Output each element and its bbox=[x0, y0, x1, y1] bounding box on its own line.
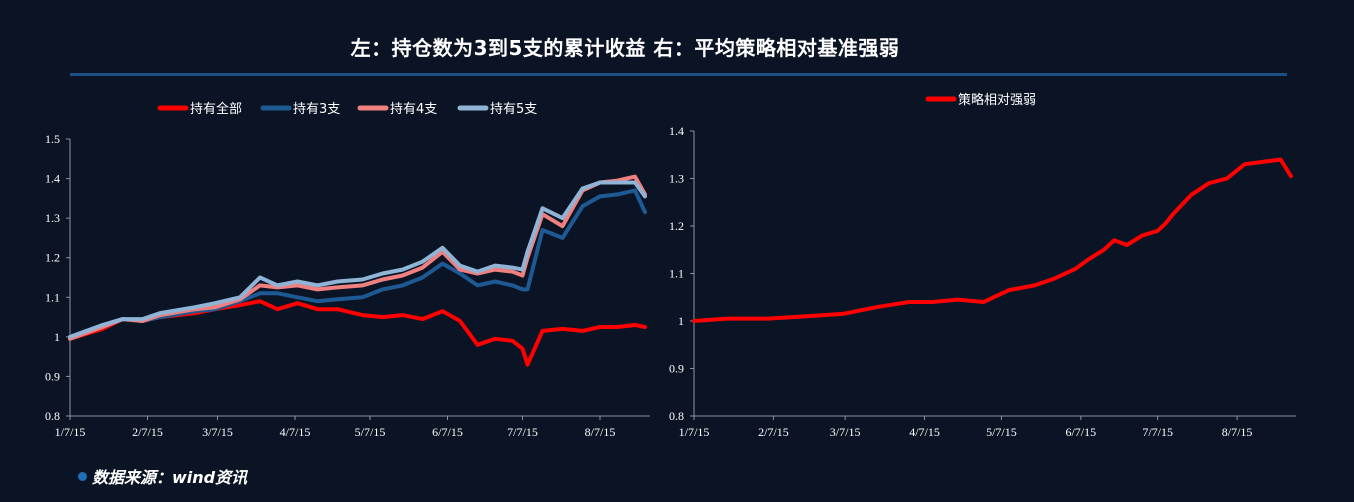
y-tick-label: 1.1 bbox=[669, 267, 684, 281]
cumulative-return-chart: 0.8 0.9 1 1.1 1.2 1.3 1.4 1.5 1/7/15 2/7/15 3/7/15… bbox=[45, 101, 650, 439]
x-tick-label: 8/7/15 bbox=[585, 425, 616, 439]
series-line-1 bbox=[692, 157, 1293, 323]
y-tick-label: 1.2 bbox=[45, 251, 60, 265]
y-tick-label: 1 bbox=[54, 330, 60, 344]
x-tick-label: 4/7/15 bbox=[909, 425, 940, 439]
y-tick-label: 0.8 bbox=[669, 409, 684, 423]
y-tick-label: 1.5 bbox=[45, 132, 60, 146]
y-tick-label: 0.9 bbox=[45, 369, 60, 383]
legend-label: 持有全部 bbox=[190, 101, 242, 117]
source-note: 数据来源：wind资讯 bbox=[78, 464, 247, 488]
x-tick-label: 1/7/15 bbox=[679, 425, 710, 439]
x-tick-label: 2/7/15 bbox=[132, 425, 163, 439]
y-tick-label: 0.9 bbox=[669, 362, 684, 376]
x-tick-label: 6/7/15 bbox=[432, 425, 463, 439]
y-tick-label: 1.3 bbox=[669, 172, 684, 186]
legend-label: 策略相对强弱 bbox=[958, 92, 1036, 108]
legend-label: 持有5支 bbox=[490, 102, 537, 117]
x-tick-label: 3/7/15 bbox=[830, 425, 861, 439]
bullet-icon bbox=[78, 471, 87, 481]
source-text: 数据来源：wind资讯 bbox=[92, 468, 248, 487]
x-tick-label: 6/7/15 bbox=[1065, 425, 1096, 439]
series-line-1 bbox=[68, 299, 647, 367]
y-tick-label: 1.2 bbox=[669, 219, 684, 233]
x-tick-label: 7/7/15 bbox=[507, 425, 538, 439]
legend-label: 持有4支 bbox=[390, 102, 437, 117]
x-tick-label: 2/7/15 bbox=[758, 425, 789, 439]
x-tick-label: 5/7/15 bbox=[986, 425, 1017, 439]
y-tick-label: 1 bbox=[678, 314, 684, 328]
x-tick-label: 8/7/15 bbox=[1222, 425, 1253, 439]
page-title: 左：持仓数为3到5支的累计收益 右：平均策略相对基准强弱 bbox=[350, 36, 900, 60]
x-tick-label: 4/7/15 bbox=[280, 425, 311, 439]
y-tick-label: 1.4 bbox=[669, 124, 684, 138]
title-divider bbox=[70, 73, 1287, 76]
x-tick-label: 7/7/15 bbox=[1142, 425, 1173, 439]
relative-strength-chart: 0.8 0.9 1 1.1 1.2 1.3 1.4 1/7/15 2/7/15 3/7/15 4/7… bbox=[669, 92, 1296, 439]
y-tick-label: 1.4 bbox=[45, 172, 60, 186]
y-tick-label: 0.8 bbox=[45, 409, 60, 423]
y-tick-label: 1.1 bbox=[45, 290, 60, 304]
x-tick-label: 3/7/15 bbox=[202, 425, 233, 439]
x-tick-label: 1/7/15 bbox=[55, 425, 86, 439]
y-tick-label: 1.3 bbox=[45, 211, 60, 225]
x-tick-label: 5/7/15 bbox=[355, 425, 386, 439]
series-line-4 bbox=[68, 180, 647, 339]
legend-label: 持有3支 bbox=[293, 102, 340, 117]
